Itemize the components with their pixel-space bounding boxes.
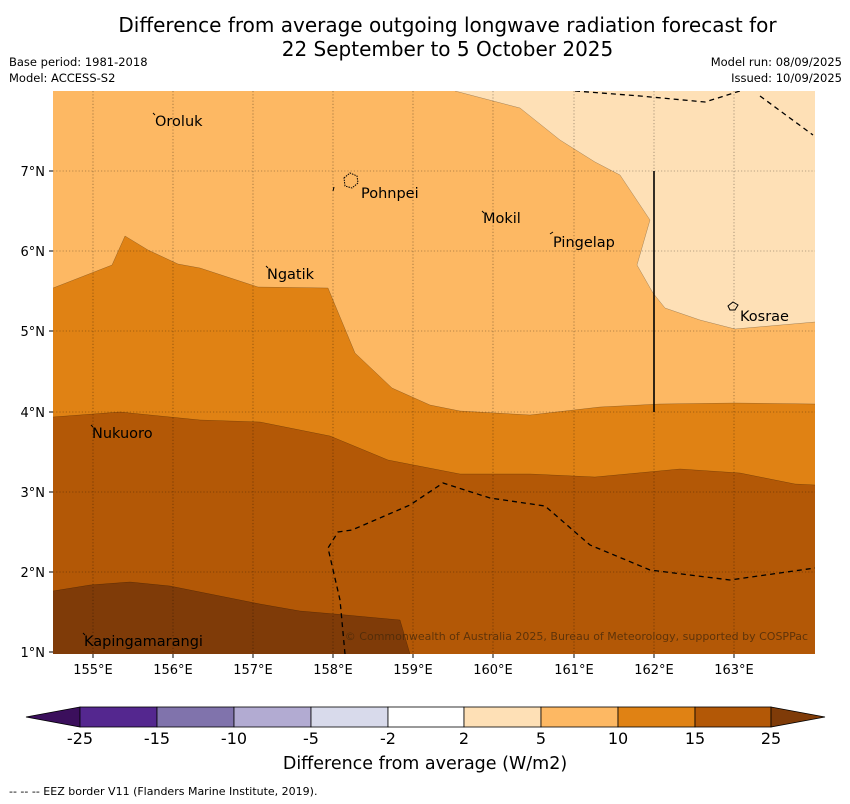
place-label-nukuoro: Nukuoro: [92, 426, 153, 442]
y-tick-label: 3°N: [21, 486, 46, 501]
x-tick-label: 158°E: [313, 663, 353, 678]
x-tick-label: 162°E: [634, 663, 674, 678]
colorbar-swatch: [234, 707, 311, 727]
x-tick-label: 157°E: [233, 663, 273, 678]
place-label-oroluk: Oroluk: [155, 114, 203, 130]
colorbar-swatch: [26, 707, 80, 727]
colorbar-tick: 10: [608, 729, 628, 748]
map-panel: Oroluk Pohnpei Mokil Pingelap Ngatik Kos…: [53, 91, 815, 654]
colorbar-tick: -2: [380, 729, 396, 748]
x-tick-label: 163°E: [714, 663, 754, 678]
colorbar-title: Difference from average (W/m2): [0, 754, 850, 774]
colorbar-swatch: [618, 707, 695, 727]
y-tick-label: 5°N: [21, 325, 46, 340]
place-label-pingelap: Pingelap: [553, 235, 615, 251]
colorbar-swatch: [541, 707, 618, 727]
y-tick-label: 4°N: [21, 406, 46, 421]
x-tick-label: 161°E: [554, 663, 594, 678]
colorbar-swatch: [464, 707, 541, 727]
colorbar-tick: 2: [459, 729, 469, 748]
colorbar-swatch: [771, 707, 825, 727]
colorbar-tick: -10: [221, 729, 247, 748]
colorbar-tick: -5: [303, 729, 319, 748]
colorbar-tick: 15: [685, 729, 705, 748]
place-label-ngatik: Ngatik: [267, 267, 315, 283]
y-tick-label: 2°N: [21, 566, 46, 581]
x-tick-label: 155°E: [73, 663, 113, 678]
copyright-note: © Commonwealth of Australia 2025, Bureau…: [345, 630, 808, 643]
colorbar-tick: 25: [761, 729, 781, 748]
x-tick-label: 160°E: [473, 663, 513, 678]
colorbar-tick: -15: [144, 729, 170, 748]
place-label-kosrae: Kosrae: [740, 309, 789, 325]
colorbar-swatch: [80, 707, 157, 727]
map-figure: Oroluk Pohnpei Mokil Pingelap Ngatik Kos…: [0, 0, 850, 804]
y-tick-label: 6°N: [21, 245, 46, 260]
place-label-kapingamarangi: Kapingamarangi: [84, 634, 203, 650]
colorbar-tick: -25: [67, 729, 93, 748]
colorbar-swatch: [695, 707, 771, 727]
y-tick-label: 1°N: [21, 646, 46, 661]
place-label-pohnpei: Pohnpei: [361, 186, 419, 202]
x-tick-label: 156°E: [153, 663, 193, 678]
colorbar: [26, 707, 825, 727]
y-tick-label: 7°N: [21, 165, 46, 180]
x-tick-label: 159°E: [393, 663, 433, 678]
x-axis-labels: 155°E 156°E 157°E 158°E 159°E 160°E 161°…: [73, 663, 754, 678]
colorbar-swatch: [311, 707, 388, 727]
eez-footnote: -- -- -- EEZ border V11 (Flanders Marine…: [9, 785, 317, 798]
y-axis-labels: 7°N 6°N 5°N 4°N 3°N 2°N 1°N: [21, 165, 46, 661]
colorbar-swatch: [157, 707, 234, 727]
colorbar-swatch: [388, 707, 464, 727]
place-label-mokil: Mokil: [483, 211, 521, 227]
colorbar-tick: 5: [536, 729, 546, 748]
